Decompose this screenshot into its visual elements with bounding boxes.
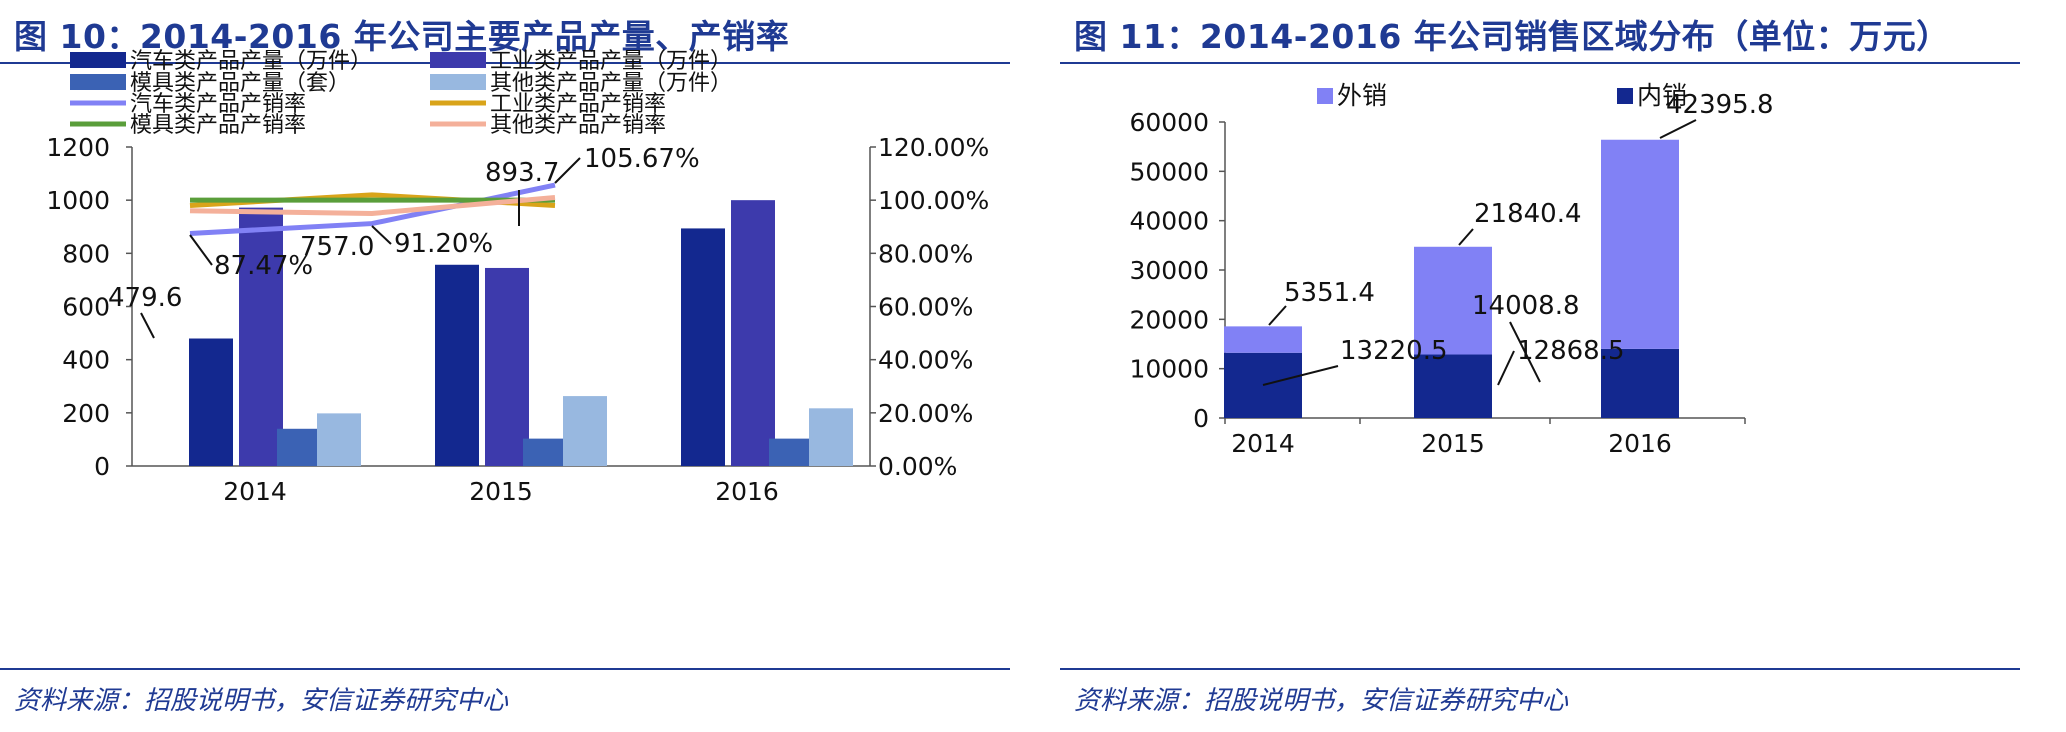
legend-label: 模具类产品产量（套） — [130, 71, 350, 96]
y-tick-label: 30000 — [1129, 256, 1209, 285]
legend-label: 内销 — [1637, 81, 1687, 110]
legend-label: 汽车类产品产销率 — [130, 92, 306, 117]
domestic-bar — [1414, 354, 1492, 418]
bar-1 — [435, 264, 479, 466]
leader-line — [1509, 321, 1541, 383]
leader-line — [1497, 350, 1515, 386]
legend-swatch — [1617, 88, 1633, 104]
leader-line — [189, 234, 213, 266]
leader-line — [1262, 365, 1339, 386]
legend-label: 工业类产品产销率 — [490, 92, 666, 117]
bar-2 — [731, 200, 775, 466]
leader-line — [140, 312, 155, 339]
source-rule — [0, 668, 1010, 670]
x-tick-label: 2015 — [469, 477, 533, 506]
y2-tick-label: 0.00% — [878, 452, 957, 481]
legend-label: 模具类产品产销率 — [130, 113, 306, 138]
figure-11-source: 资料来源：招股说明书，安信证券研究中心 — [1074, 686, 1569, 716]
export-bar — [1601, 139, 1679, 349]
y2-tick-label: 80.00% — [878, 239, 973, 268]
y-tick-label: 200 — [62, 399, 110, 428]
bar-1 — [681, 228, 725, 466]
y-tick-label: 0 — [1193, 404, 1209, 433]
data-label: 91.20% — [394, 229, 493, 259]
domestic-bar — [1601, 348, 1679, 418]
title-rule — [1060, 62, 2020, 64]
data-label: 893.7 — [485, 158, 559, 188]
legend-label: 其他类产品产量（万件） — [490, 71, 732, 96]
y-tick-label: 60000 — [1129, 108, 1209, 137]
bar-4 — [563, 396, 607, 466]
source-rule — [1060, 668, 2020, 670]
leader-line — [554, 157, 581, 184]
bar-2 — [485, 267, 529, 466]
leader-line — [1268, 305, 1287, 326]
y2-tick-label: 100.00% — [878, 186, 989, 215]
bar-3 — [523, 438, 567, 466]
y-tick-label: 40000 — [1129, 207, 1209, 236]
data-label: 21840.4 — [1474, 199, 1582, 229]
figure-11-title: 图 11：2014-2016 年公司销售区域分布（单位：万元） — [1074, 17, 1950, 56]
figure-11-panel: 图 11：2014-2016 年公司销售区域分布（单位：万元） 0 10000 20… — [1060, 0, 2040, 732]
x-tick-label: 2015 — [1421, 429, 1485, 458]
legend-swatch — [430, 52, 486, 68]
y-tick-label: 800 — [62, 239, 110, 268]
production-chart: 0 200 400 600 800 1000 1200 0.00% 20.00% 40.00% 60… — [46, 49, 989, 506]
data-label: 42395.8 — [1666, 90, 1774, 120]
sales-region-chart: 0 10000 20000 30000 40000 50000 60000 2014 2015 2… — [1129, 81, 1774, 458]
bar-4 — [317, 413, 361, 466]
legend-swatch — [430, 74, 486, 90]
y2-tick-label: 60.00% — [878, 293, 973, 322]
bar-4 — [809, 408, 853, 466]
x-tick-label: 2016 — [1608, 429, 1672, 458]
bar-3 — [277, 428, 321, 466]
legend-swatch — [70, 52, 126, 68]
legend-label: 其他类产品产销率 — [490, 113, 666, 138]
y-tick-label: 600 — [62, 293, 110, 322]
bar-3 — [769, 438, 813, 466]
data-label: 757.0 — [300, 232, 374, 262]
y-tick-label: 400 — [62, 346, 110, 375]
export-bar — [1414, 246, 1492, 355]
leader-line — [1659, 119, 1697, 139]
bar-1 — [189, 338, 233, 466]
data-label: 14008.8 — [1472, 291, 1580, 321]
y-tick-label: 50000 — [1129, 157, 1209, 186]
y-tick-label: 0 — [94, 452, 110, 481]
leader-line — [1458, 228, 1474, 246]
figure-10-panel: 图 10：2014-2016 年公司主要产品产量、产销率 0 200 400 600 8… — [0, 0, 1010, 732]
legend-swatch — [1317, 88, 1333, 104]
y-tick-label: 10000 — [1129, 355, 1209, 384]
y2-tick-label: 120.00% — [878, 133, 989, 162]
x-tick-label: 2014 — [223, 477, 287, 506]
data-label: 13220.5 — [1340, 336, 1448, 366]
leader-line — [371, 225, 392, 245]
data-label: 105.67% — [584, 144, 700, 174]
data-label: 87.47% — [214, 251, 313, 281]
legend-label: 外销 — [1337, 81, 1387, 110]
y2-tick-label: 20.00% — [878, 399, 973, 428]
bar-2 — [239, 207, 283, 467]
y-tick-label: 1200 — [46, 133, 110, 162]
title-rule — [0, 62, 1010, 64]
legend-label: 工业类产品产量（万件） — [490, 49, 732, 74]
figure-10-title: 图 10：2014-2016 年公司主要产品产量、产销率 — [14, 17, 790, 56]
figure-10-source: 资料来源：招股说明书，安信证券研究中心 — [14, 686, 509, 716]
legend-label: 汽车类产品产量（万件） — [130, 49, 372, 74]
x-tick-label: 2016 — [715, 477, 779, 506]
export-bar — [1224, 326, 1302, 353]
y2-tick-label: 40.00% — [878, 346, 973, 375]
y-tick-label: 1000 — [46, 186, 110, 215]
data-label: 5351.4 — [1284, 278, 1375, 308]
data-label: 12868.5 — [1517, 336, 1625, 366]
domestic-bar — [1224, 352, 1302, 418]
rate-line-4 — [189, 195, 556, 216]
x-tick-label: 2014 — [1231, 429, 1295, 458]
y-tick-label: 20000 — [1129, 305, 1209, 334]
data-label: 479.6 — [108, 283, 182, 313]
legend-swatch — [70, 74, 126, 90]
